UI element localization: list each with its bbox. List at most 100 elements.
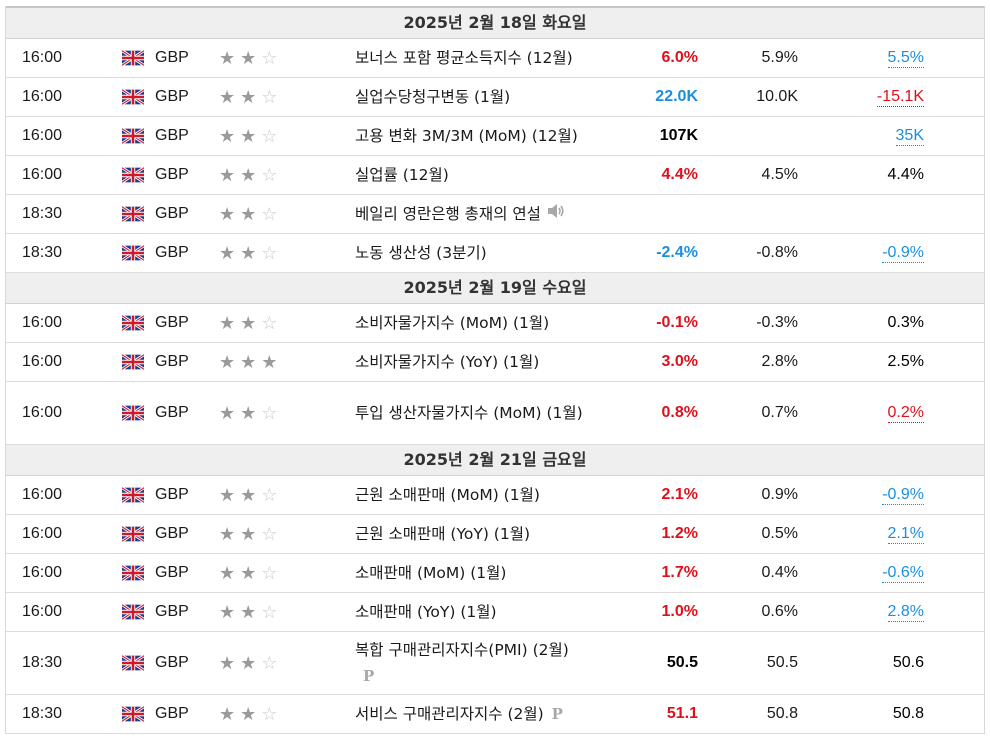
actual-text: 0.8% xyxy=(661,404,698,421)
event-name[interactable]: 노동 생산성 (3분기) xyxy=(355,244,487,262)
event-row[interactable]: 16:00 GBP ★ ★ ☆ 근원 소매판매 (YoY) (1월) 1.2% 0.5% 2.1… xyxy=(6,515,984,554)
event-name-cell[interactable]: 복합 구매관리자지수(PMI) (2월) P xyxy=(355,632,625,694)
event-time: 16:00 xyxy=(22,88,63,105)
event-name-cell[interactable]: 소매판매 (MoM) (1월) xyxy=(355,554,625,592)
event-row[interactable]: 18:30 GBP ★ ★ ☆ 노동 생산성 (3분기) -2.4% -0.8% -0.9% xyxy=(6,234,984,273)
event-currency: GBP xyxy=(155,705,189,722)
importance-stars: ★ ★ ☆ xyxy=(219,39,299,77)
event-name[interactable]: 복합 구매관리자지수(PMI) (2월) xyxy=(355,641,569,659)
previous-value: -0.6% xyxy=(836,554,924,592)
actual-value: -0.1% xyxy=(606,304,698,342)
event-name-cell[interactable]: 근원 소매판매 (YoY) (1월) xyxy=(355,515,625,553)
event-row[interactable]: 16:00 GBP ★ ★ ☆ 고용 변화 3M/3M (MoM) (12월) 107K 35… xyxy=(6,117,984,156)
importance-stars: ★ ★ ☆ xyxy=(219,117,299,155)
forecast-value: 5.9% xyxy=(706,39,798,77)
event-name-cell[interactable]: 소비자물가지수 (MoM) (1월) xyxy=(355,304,625,342)
uk-flag-icon xyxy=(122,78,146,116)
event-row[interactable]: 16:00 GBP ★ ★ ☆ 실업수당청구변동 (1월) 22.0K 10.0K -15.1K xyxy=(6,78,984,117)
previous-value: 50.8 xyxy=(836,695,924,733)
event-currency: GBP xyxy=(155,353,189,370)
event-name[interactable]: 베일리 영란은행 총재의 연설 xyxy=(355,204,541,223)
previous-text[interactable]: 0.2% xyxy=(887,403,924,423)
event-currency: GBP xyxy=(155,603,189,620)
event-name-cell[interactable]: 소비자물가지수 (YoY) (1월) xyxy=(355,343,625,381)
event-name[interactable]: 실업률 (12월) xyxy=(355,166,449,184)
event-name[interactable]: 소비자물가지수 (YoY) (1월) xyxy=(355,353,540,371)
event-time: 16:00 xyxy=(22,486,63,503)
event-name-cell[interactable]: 투입 생산자물가지수 (MoM) (1월) xyxy=(355,382,625,444)
actual-value: 1.0% xyxy=(606,593,698,631)
event-time: 16:00 xyxy=(22,404,63,421)
event-name[interactable]: 실업수당청구변동 (1월) xyxy=(355,88,511,106)
uk-flag-icon xyxy=(122,304,146,342)
star-filled-icon: ★ xyxy=(219,352,236,372)
event-row[interactable]: 16:00 GBP ★ ★ ★ 소비자물가지수 (YoY) (1월) 3.0% 2.8% 2.5… xyxy=(6,343,984,382)
previous-text[interactable]: 2.8% xyxy=(887,602,924,622)
event-name[interactable]: 보너스 포함 평균소득지수 (12월) xyxy=(355,49,573,67)
event-name-cell[interactable]: 고용 변화 3M/3M (MoM) (12월) xyxy=(355,117,625,155)
event-name[interactable]: 소비자물가지수 (MoM) (1월) xyxy=(355,314,550,332)
actual-value: 50.5 xyxy=(606,632,698,694)
event-name[interactable]: 고용 변화 3M/3M (MoM) (12월) xyxy=(355,127,578,145)
event-name[interactable]: 근원 소매판매 (MoM) (1월) xyxy=(355,486,540,504)
previous-text[interactable]: 5.5% xyxy=(887,48,924,68)
event-name-cell[interactable]: 보너스 포함 평균소득지수 (12월) xyxy=(355,39,625,77)
previous-value: 2.5% xyxy=(836,343,924,381)
star-outline-icon: ☆ xyxy=(261,126,278,146)
previous-text[interactable]: 35K xyxy=(895,126,924,146)
uk-flag-icon xyxy=(122,554,146,592)
event-row[interactable]: 18:30 GBP ★ ★ ☆ 서비스 구매관리자지수 (2월) P 51.1 50.8 50.8 xyxy=(6,695,984,734)
previous-text[interactable]: -0.9% xyxy=(882,485,924,505)
importance-stars: ★ ★ ☆ xyxy=(219,156,299,194)
star-filled-icon: ★ xyxy=(240,352,257,372)
event-name-cell[interactable]: 실업수당청구변동 (1월) xyxy=(355,78,625,116)
event-time: 16:00 xyxy=(22,314,63,331)
event-name-cell[interactable]: 노동 생산성 (3분기) xyxy=(355,234,625,272)
previous-text[interactable]: -0.9% xyxy=(882,243,924,263)
event-name-cell[interactable]: 소매판매 (YoY) (1월) xyxy=(355,593,625,631)
forecast-value: 0.7% xyxy=(706,382,798,444)
event-row[interactable]: 16:00 GBP ★ ★ ☆ 소매판매 (YoY) (1월) 1.0% 0.6% 2.8% xyxy=(6,593,984,632)
previous-text[interactable]: -0.6% xyxy=(882,563,924,583)
previous-value: 2.8% xyxy=(836,593,924,631)
event-time: 18:30 xyxy=(22,244,63,261)
event-row[interactable]: 18:30 GBP ★ ★ ☆ 복합 구매관리자지수(PMI) (2월) P 50.5 50.5… xyxy=(6,632,984,695)
event-row[interactable]: 16:00 GBP ★ ★ ☆ 소비자물가지수 (MoM) (1월) -0.1% -0.3% 0… xyxy=(6,304,984,343)
forecast-value: -0.8% xyxy=(706,234,798,272)
event-name-cell[interactable]: 서비스 구매관리자지수 (2월) P xyxy=(355,695,625,733)
star-outline-icon: ☆ xyxy=(261,87,278,107)
actual-value: 1.2% xyxy=(606,515,698,553)
event-name[interactable]: 서비스 구매관리자지수 (2월) xyxy=(355,705,544,723)
event-name-cell[interactable]: 실업률 (12월) xyxy=(355,156,625,194)
date-header: 2025년 2월 21일 금요일 xyxy=(6,445,984,476)
event-row[interactable]: 16:00 GBP ★ ★ ☆ 보너스 포함 평균소득지수 (12월) 6.0% 5.9% 5.… xyxy=(6,39,984,78)
event-name[interactable]: 소매판매 (MoM) (1월) xyxy=(355,564,507,582)
event-row[interactable]: 16:00 GBP ★ ★ ☆ 실업률 (12월) 4.4% 4.5% 4.4% xyxy=(6,156,984,195)
star-filled-icon: ★ xyxy=(219,48,236,68)
previous-text: 0.3% xyxy=(887,314,924,331)
actual-text: 1.0% xyxy=(661,603,698,620)
event-name-cell[interactable]: 근원 소매판매 (MoM) (1월) xyxy=(355,476,625,514)
star-outline-icon: ☆ xyxy=(261,485,278,505)
event-row[interactable]: 18:30 GBP ★ ★ ☆ 베일리 영란은행 총재의 연설 xyxy=(6,195,984,234)
forecast-value: 0.4% xyxy=(706,554,798,592)
event-name[interactable]: 투입 생산자물가지수 (MoM) (1월) xyxy=(355,404,583,422)
event-currency: GBP xyxy=(155,127,189,144)
uk-flag-icon xyxy=(122,117,146,155)
event-time: 18:30 xyxy=(22,654,63,671)
event-currency: GBP xyxy=(155,486,189,503)
event-name[interactable]: 소매판매 (YoY) (1월) xyxy=(355,603,497,621)
event-row[interactable]: 16:00 GBP ★ ★ ☆ 투입 생산자물가지수 (MoM) (1월) 0.8% 0.7%… xyxy=(6,382,984,445)
previous-text[interactable]: -15.1K xyxy=(876,87,924,107)
forecast-value xyxy=(706,195,798,233)
star-filled-icon: ★ xyxy=(240,563,257,583)
event-row[interactable]: 16:00 GBP ★ ★ ☆ 근원 소매판매 (MoM) (1월) 2.1% 0.9% -0.… xyxy=(6,476,984,515)
previous-text[interactable]: 2.1% xyxy=(887,524,924,544)
forecast-text: 4.5% xyxy=(761,166,798,183)
event-name[interactable]: 근원 소매판매 (YoY) (1월) xyxy=(355,525,531,543)
event-name-cell[interactable]: 베일리 영란은행 총재의 연설 xyxy=(355,195,625,233)
event-row[interactable]: 16:00 GBP ★ ★ ☆ 소매판매 (MoM) (1월) 1.7% 0.4% -0.6% xyxy=(6,554,984,593)
date-header: 2025년 2월 19일 수요일 xyxy=(6,273,984,304)
star-filled-icon: ★ xyxy=(240,126,257,146)
actual-text: -2.4% xyxy=(656,244,698,261)
